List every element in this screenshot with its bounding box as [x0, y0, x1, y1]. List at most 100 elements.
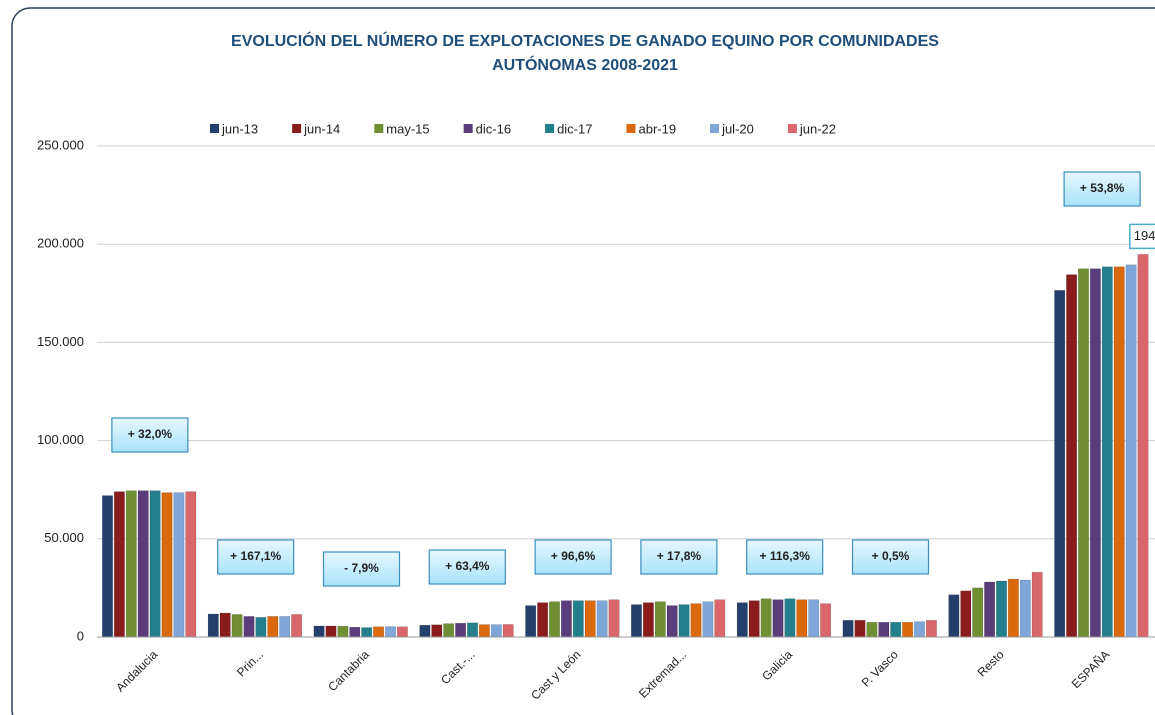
legend-label: dic-16 [476, 121, 511, 136]
bar [690, 603, 702, 638]
data-label-box [1129, 223, 1155, 250]
annotation: + 63,4% [445, 559, 490, 573]
bar [1101, 266, 1113, 638]
bar [255, 617, 267, 638]
bar [820, 603, 832, 638]
bar [748, 600, 760, 638]
bar [1113, 266, 1125, 638]
legend-swatch [787, 124, 797, 133]
legend-label: jun-22 [799, 121, 836, 136]
bar [960, 590, 972, 638]
legend-label: may-15 [386, 121, 429, 136]
bar [702, 601, 714, 638]
bar [608, 599, 620, 638]
chart-subtitle: AUTÓNOMAS 2008-2021 [492, 55, 678, 74]
bar [1007, 578, 1019, 638]
y-tick-label: 250.000 [37, 137, 84, 152]
bar [642, 602, 654, 638]
bar [1089, 268, 1101, 638]
bar [337, 625, 349, 638]
bar [325, 625, 337, 638]
chart-title: EVOLUCIÓN DEL NÚMERO DE EXPLOTACIONES DE… [231, 31, 939, 50]
bar [373, 626, 385, 638]
bar [666, 605, 678, 638]
legend-label: abr-19 [638, 121, 676, 136]
bar [560, 600, 572, 638]
legend-swatch [463, 124, 473, 133]
bar [361, 627, 373, 638]
annotation-box [640, 539, 718, 575]
annotation-box [217, 539, 295, 575]
bar [443, 623, 455, 638]
y-tick-label: 200.000 [37, 236, 84, 251]
bar [313, 625, 325, 638]
annotation: + 17,8% [657, 549, 702, 563]
bar [914, 621, 925, 638]
bar [925, 620, 937, 638]
annotation-box [111, 417, 189, 453]
annotation-box [1063, 171, 1141, 207]
bar [1054, 290, 1066, 638]
annotation: + 96,6% [551, 549, 596, 563]
y-tick-label: 150.000 [37, 334, 84, 349]
annotation-box [322, 551, 401, 587]
bar [596, 600, 608, 638]
bar [1019, 579, 1031, 638]
annotation-box [534, 539, 612, 575]
bar [1066, 274, 1078, 638]
bar [572, 600, 584, 638]
bar [584, 600, 596, 638]
bar [291, 614, 303, 638]
bar [455, 623, 467, 638]
legend-swatch [292, 124, 302, 133]
y-tick-label: 100.000 [37, 432, 84, 447]
bar [102, 495, 113, 638]
bar [267, 616, 279, 638]
bar [161, 492, 173, 638]
bar [878, 622, 890, 638]
bar [525, 605, 537, 638]
bar [149, 490, 161, 638]
legend-swatch [210, 124, 219, 133]
legend-label: jul-20 [721, 121, 754, 136]
bar [1078, 268, 1089, 638]
legend-swatch [626, 124, 636, 133]
bar [431, 624, 443, 638]
bar [866, 622, 878, 638]
bar [478, 624, 490, 638]
bar [854, 620, 866, 638]
bar [490, 624, 502, 638]
annotation: + 0,5% [872, 549, 910, 563]
bar [349, 626, 361, 638]
bar [678, 604, 690, 638]
bar [396, 626, 408, 638]
bar [219, 612, 231, 638]
bar [1137, 254, 1149, 638]
legend-swatch [374, 124, 384, 133]
bar [137, 490, 149, 638]
bar [1125, 264, 1137, 638]
bar [760, 598, 772, 638]
bar [243, 616, 255, 638]
data-label: 194.820 [1134, 228, 1155, 243]
bar [231, 614, 243, 638]
bar [173, 492, 185, 638]
bar [113, 491, 125, 638]
annotation-box [746, 539, 824, 575]
legend-label: jun-14 [303, 121, 340, 136]
annotation-box [428, 549, 506, 585]
bar [549, 601, 560, 638]
bar [125, 490, 137, 638]
bar [1031, 571, 1043, 638]
annotation: - 7,9% [344, 561, 379, 575]
bar [796, 599, 808, 638]
bar [385, 626, 396, 638]
bar [502, 624, 514, 638]
bar [890, 622, 902, 638]
annotation: + 116,3% [760, 549, 811, 563]
legend-swatch [545, 124, 555, 133]
y-tick-label: 0 [77, 628, 84, 643]
bar [631, 604, 642, 638]
bar [948, 594, 960, 638]
